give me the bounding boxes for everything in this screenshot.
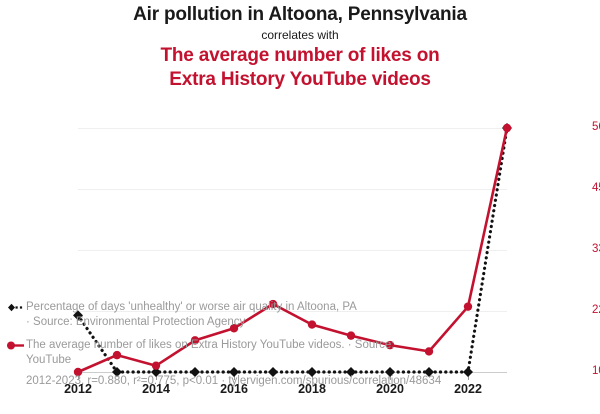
legend-label-likes-line1: The average number of likes on Extra His… bbox=[26, 339, 395, 351]
x-axis-tick-label: 2012 bbox=[64, 382, 92, 396]
series-line bbox=[76, 126, 509, 374]
gridline bbox=[78, 250, 507, 251]
x-axis-tick-label: 2014 bbox=[142, 382, 170, 396]
data-point-marker bbox=[112, 350, 122, 360]
data-point-marker bbox=[424, 347, 434, 356]
data-point-marker bbox=[268, 367, 278, 377]
legend-item-air-quality: Percentage of days 'unhealthy' or worse … bbox=[0, 300, 600, 329]
y-axis-right-tick-label: 22.2K bbox=[592, 304, 600, 316]
data-point-marker bbox=[385, 340, 395, 350]
data-point-marker bbox=[73, 367, 83, 377]
data-point-marker bbox=[151, 367, 161, 377]
red-circle-solid-line-icon bbox=[7, 341, 24, 350]
data-point-marker bbox=[307, 367, 317, 377]
chart-legend: Percentage of days 'unhealthy' or worse … bbox=[0, 300, 600, 389]
data-point-marker bbox=[346, 367, 356, 377]
page-title: Air pollution in Altoona, Pennsylvania bbox=[133, 4, 467, 25]
data-point-marker bbox=[151, 361, 161, 370]
x-axis-tick-label: 2022 bbox=[454, 382, 482, 396]
y-axis-right-tick-label: 10.6K bbox=[592, 365, 600, 377]
x-axis-tick-mark bbox=[78, 373, 79, 380]
legend-footnote: 2012-2023, r=0.880, r²=0.775, p<0.01 · t… bbox=[26, 375, 442, 387]
data-point-marker bbox=[229, 324, 239, 333]
series-layer bbox=[73, 123, 512, 377]
data-point-marker bbox=[112, 367, 122, 377]
legend-label-air-quality-line1: Percentage of days 'unhealthy' or worse … bbox=[26, 301, 357, 313]
correlates-label: correlates with bbox=[261, 28, 339, 42]
gridline bbox=[78, 189, 507, 190]
x-axis-tick-label: 2016 bbox=[220, 382, 248, 396]
data-point-marker bbox=[385, 367, 395, 377]
y-axis-right-tick-label: 33.8K bbox=[592, 243, 600, 255]
page-subtitle-line2: Extra History YouTube videos bbox=[169, 69, 431, 90]
data-point-marker bbox=[190, 336, 200, 345]
data-point-marker bbox=[463, 302, 473, 311]
gridline bbox=[78, 128, 507, 129]
x-axis-tick-label: 2018 bbox=[298, 382, 326, 396]
page-subtitle-line1: The average number of likes on bbox=[160, 45, 440, 66]
data-point-marker bbox=[307, 320, 317, 329]
data-point-marker bbox=[502, 123, 512, 133]
y-axis-right-tick-label: 56.9K bbox=[592, 121, 600, 133]
legend-label-likes-line2: YouTube bbox=[26, 353, 72, 366]
data-point-marker bbox=[463, 367, 473, 377]
data-point-marker bbox=[229, 367, 239, 377]
legend-label-air-quality-line2: · Source: Environmental Protection Agenc… bbox=[26, 315, 246, 328]
data-point-marker bbox=[190, 367, 200, 377]
chart-area: 0%10.6K0.007%22.2K0.014%33.8K0.021%45.3K… bbox=[0, 104, 600, 396]
data-point-marker bbox=[73, 310, 83, 321]
legend-item-likes: The average number of likes on Extra His… bbox=[0, 338, 600, 367]
y-axis-right-tick-label: 45.3K bbox=[592, 182, 600, 194]
gridline bbox=[78, 311, 507, 312]
black-diamond-dotted-line-icon bbox=[8, 303, 24, 312]
data-point-marker bbox=[268, 299, 278, 309]
data-point-marker bbox=[346, 331, 356, 340]
x-axis-tick-label: 2020 bbox=[376, 382, 404, 396]
plot-area: 0%10.6K0.007%22.2K0.014%33.8K0.021%45.3K… bbox=[64, 115, 600, 396]
series-line bbox=[76, 126, 509, 374]
title-block: Air pollution in Altoona, Pennsylvania c… bbox=[0, 4, 600, 91]
data-point-marker bbox=[424, 367, 434, 377]
